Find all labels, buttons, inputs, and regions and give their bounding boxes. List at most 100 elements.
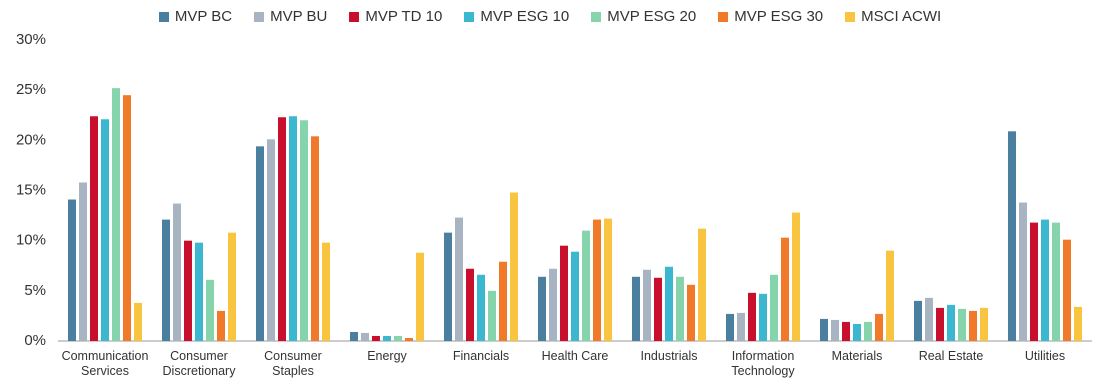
y-tick-label: 25% [16, 81, 46, 98]
bar [792, 212, 800, 341]
bar [958, 308, 966, 341]
legend-item: MSCI ACWI [845, 8, 941, 25]
y-tick-label: 5% [24, 282, 46, 299]
x-tick-label: Information Technology [731, 349, 795, 378]
legend: MVP BC MVP BU MVP TD 10 MVP ESG 10 MVP ESG 2… [0, 8, 1100, 25]
x-tick-label: Materials [831, 349, 883, 363]
bar [748, 292, 756, 341]
bar [1074, 306, 1082, 341]
y-tick-label: 20% [16, 131, 46, 148]
bar [737, 312, 745, 341]
bar [632, 276, 640, 341]
legend-swatch [254, 11, 265, 22]
legend-label: MVP BC [174, 8, 233, 25]
bar [1041, 219, 1049, 341]
bar [405, 337, 413, 341]
bar [853, 323, 861, 341]
bar [488, 290, 496, 341]
bar [969, 310, 977, 341]
bar [698, 228, 706, 341]
bar [593, 219, 601, 341]
bar [1063, 239, 1071, 341]
bar [582, 230, 590, 341]
bar [571, 251, 579, 341]
bar [134, 302, 142, 341]
bar [394, 335, 402, 341]
bar [1030, 222, 1038, 341]
bar [820, 318, 828, 341]
bar [665, 266, 673, 341]
bar [770, 274, 778, 341]
bar [217, 310, 225, 341]
x-tick-label: Energy [367, 349, 407, 363]
bar [1019, 202, 1027, 341]
legend-item: MVP ESG 10 [464, 8, 569, 25]
legend-swatch [718, 11, 729, 22]
legend-label: MVP ESG 20 [607, 8, 697, 25]
bar [123, 95, 131, 341]
x-tick-label: Financials [452, 349, 510, 363]
bar [444, 232, 452, 341]
bar [228, 232, 236, 341]
bar [604, 218, 612, 341]
legend-item: MVP ESG 30 [718, 8, 823, 25]
y-tick-label: 0% [24, 332, 46, 349]
bar [68, 199, 76, 341]
bar [112, 88, 120, 341]
bar [322, 242, 330, 341]
legend-item: MVP BU [254, 8, 327, 25]
bar [643, 269, 651, 341]
bar [311, 136, 319, 341]
bar [538, 276, 546, 341]
x-tick-label: Real Estate [918, 349, 984, 363]
bar [289, 116, 297, 342]
bar [195, 242, 203, 341]
x-tick-label: Industrials [640, 349, 698, 363]
bar [864, 321, 872, 341]
bar [477, 274, 485, 341]
legend-item: MVP TD 10 [349, 8, 442, 25]
bar [687, 284, 695, 341]
bar [101, 119, 109, 341]
bar [1008, 131, 1016, 341]
legend-swatch [349, 11, 360, 22]
bar [676, 276, 684, 341]
bar [831, 319, 839, 341]
x-tick-label: Utilities [1024, 349, 1066, 363]
bar [256, 146, 264, 341]
bar [759, 293, 767, 341]
bar [499, 261, 507, 341]
legend-label: MVP ESG 30 [734, 8, 824, 25]
bar [350, 331, 358, 341]
bar [886, 250, 894, 341]
bar [267, 139, 275, 341]
bar [654, 277, 662, 341]
bar [300, 120, 308, 342]
bar [278, 117, 286, 341]
bar [372, 335, 380, 341]
bar [560, 245, 568, 341]
x-tick-label: Communication Services [61, 349, 149, 378]
bar [361, 332, 369, 341]
legend-label: MVP TD 10 [365, 8, 443, 25]
bar [875, 313, 883, 341]
bar [79, 182, 87, 341]
bar [466, 268, 474, 341]
bar [184, 240, 192, 341]
bar [925, 297, 933, 341]
legend-label: MVP BU [270, 8, 328, 25]
legend-item: MVP BC [158, 8, 233, 25]
bar [936, 307, 944, 341]
x-tick-label: Consumer Discretionary [162, 349, 236, 378]
bar [510, 192, 518, 341]
x-tick-label: Health Care [541, 349, 609, 363]
bar [726, 313, 734, 341]
legend-swatch [158, 11, 169, 22]
legend-swatch [591, 11, 602, 22]
bar [1052, 222, 1060, 341]
bar [416, 252, 424, 341]
bar [781, 237, 789, 341]
legend-swatch [845, 11, 856, 22]
